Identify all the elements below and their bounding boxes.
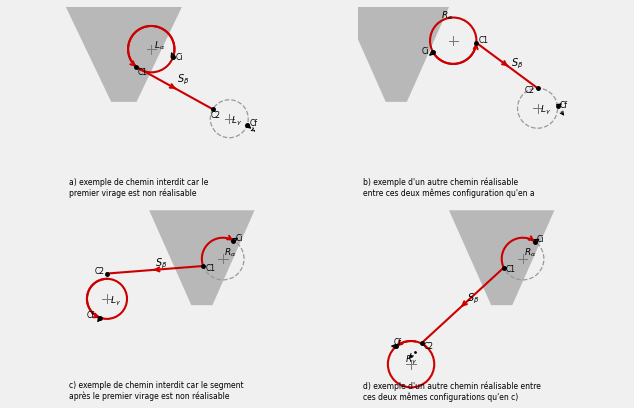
Text: $R_{\alpha}$: $R_{\alpha}$ <box>524 246 536 259</box>
Text: c) exemple de chemin interdit car le segment
après le premier virage est non réa: c) exemple de chemin interdit car le seg… <box>69 381 243 401</box>
Text: $R_{\alpha}$: $R_{\alpha}$ <box>224 246 236 259</box>
Polygon shape <box>449 210 554 305</box>
Text: Cf: Cf <box>249 119 257 128</box>
Text: C2: C2 <box>210 111 221 120</box>
Text: C1: C1 <box>479 36 488 45</box>
Text: $L_{\gamma}$: $L_{\gamma}$ <box>231 115 242 128</box>
Text: C1: C1 <box>506 265 516 274</box>
Text: a) exemple de chemin interdit car le
premier virage est non réalisable: a) exemple de chemin interdit car le pre… <box>69 178 209 198</box>
Text: $L_{\gamma}$: $L_{\gamma}$ <box>540 104 551 117</box>
Polygon shape <box>149 210 255 305</box>
Text: C2: C2 <box>525 86 535 95</box>
Polygon shape <box>344 7 449 102</box>
Text: $S_{\beta}$: $S_{\beta}$ <box>511 56 524 71</box>
Text: $R_{\gamma}$: $R_{\gamma}$ <box>404 353 417 366</box>
Text: Ci: Ci <box>422 47 429 56</box>
Text: Ci: Ci <box>175 53 183 62</box>
Text: C1: C1 <box>138 68 148 77</box>
Text: $S_{\beta}$: $S_{\beta}$ <box>467 292 479 306</box>
Text: Cf: Cf <box>86 311 94 320</box>
Text: $R_{\alpha}$: $R_{\alpha}$ <box>441 9 453 22</box>
Text: $L_{\alpha}$: $L_{\alpha}$ <box>154 39 165 52</box>
Text: Cf: Cf <box>560 101 567 110</box>
Text: C2: C2 <box>424 342 434 351</box>
Text: Cf: Cf <box>394 338 402 347</box>
Text: C2: C2 <box>94 267 105 276</box>
Text: d) exemple d'un autre chemin réalisable entre
ces deux mêmes configurations qu'e: d) exemple d'un autre chemin réalisable … <box>363 381 540 401</box>
Text: b) exemple d'un autre chemin réalisable
entre ces deux mêmes configuration qu'en: b) exemple d'un autre chemin réalisable … <box>363 178 534 198</box>
Text: Ci: Ci <box>236 234 243 243</box>
Text: $S_{\beta}$: $S_{\beta}$ <box>177 73 189 87</box>
Text: $S_{\beta}$: $S_{\beta}$ <box>155 256 167 271</box>
Text: Ci: Ci <box>537 235 545 244</box>
Text: $L_{\gamma}$: $L_{\gamma}$ <box>110 295 121 308</box>
Polygon shape <box>66 7 182 102</box>
Text: C1: C1 <box>205 264 215 273</box>
